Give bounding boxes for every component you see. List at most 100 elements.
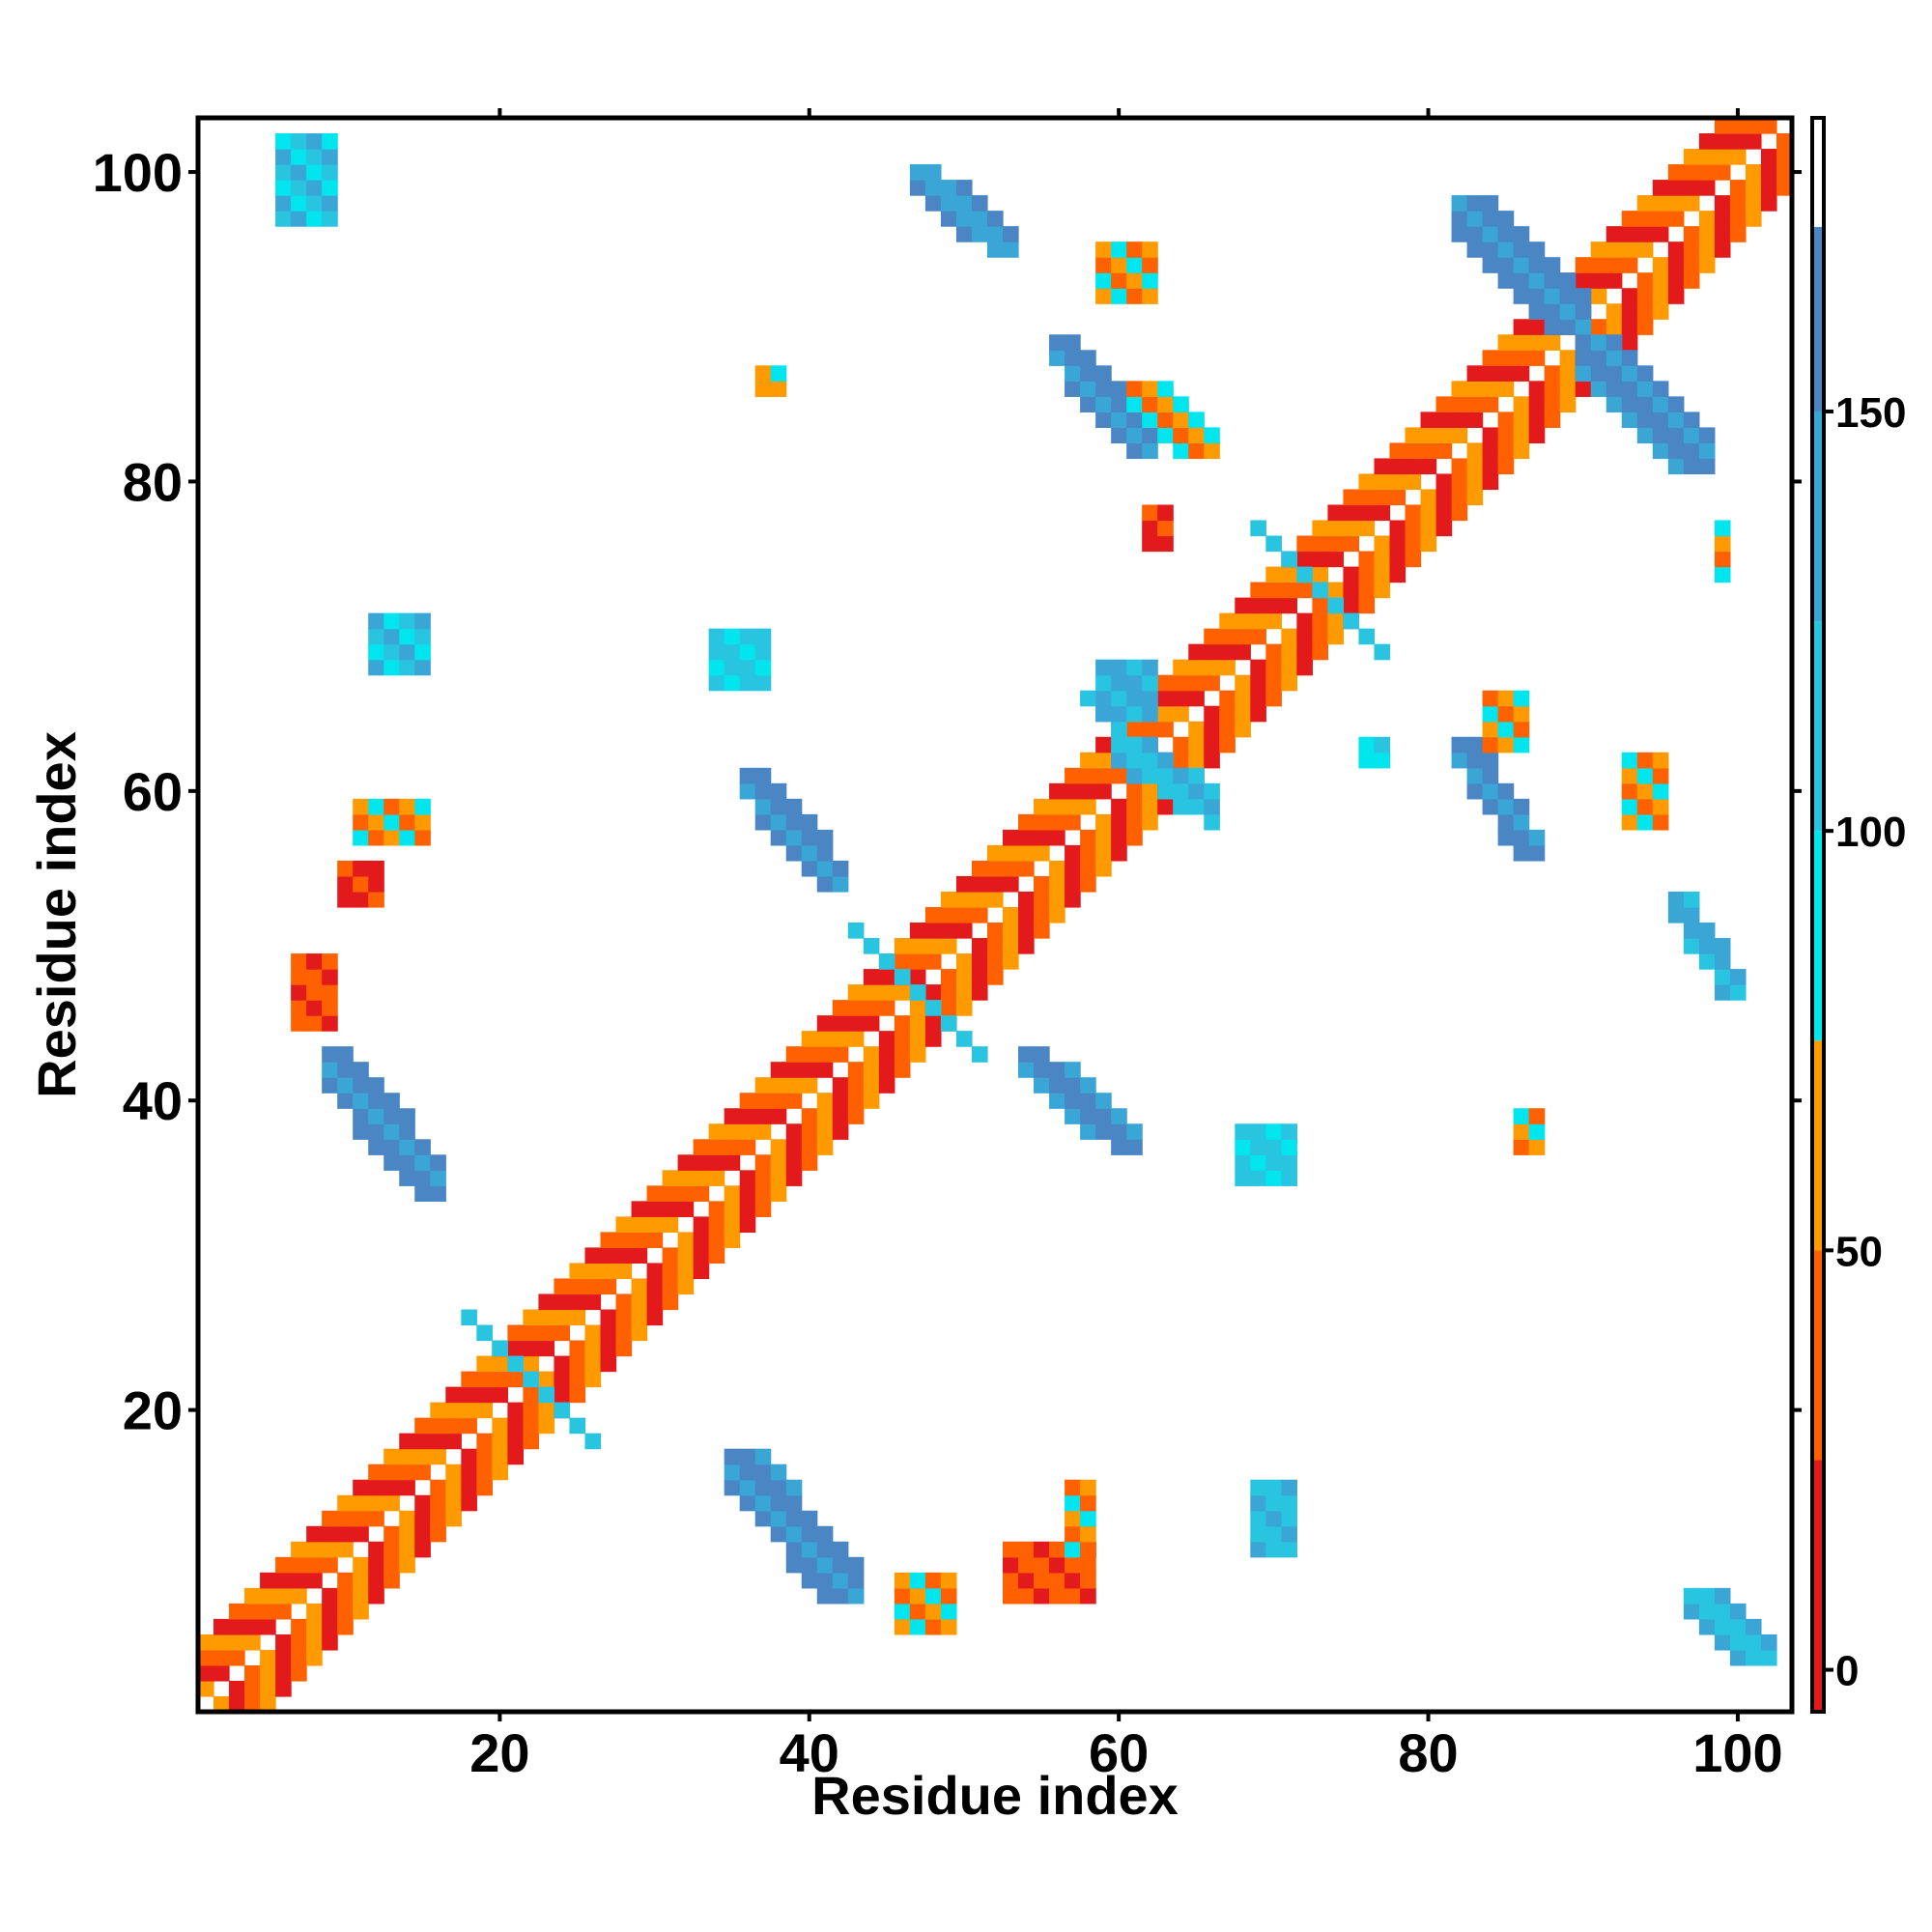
- heatmap-cell: [229, 1649, 245, 1666]
- heatmap-cell: [414, 643, 431, 661]
- heatmap-cell: [1497, 705, 1515, 723]
- heatmap-cell: [693, 1185, 710, 1202]
- heatmap-cell: [322, 1046, 338, 1063]
- heatmap-cell: [1605, 334, 1623, 351]
- heatmap-cell: [538, 1402, 555, 1419]
- heatmap-cell: [1142, 257, 1158, 273]
- heatmap-cell: [724, 674, 741, 692]
- heatmap-cell: [322, 984, 338, 1001]
- heatmap-cell: [353, 1108, 369, 1124]
- heatmap-cell: [708, 643, 725, 661]
- heatmap-cell: [986, 938, 1004, 954]
- heatmap-cell: [445, 1510, 462, 1527]
- heatmap-cell: [569, 1417, 586, 1435]
- heatmap-cell: [1111, 396, 1127, 412]
- heatmap-cell: [1528, 844, 1546, 862]
- heatmap-cell: [399, 798, 415, 815]
- heatmap-cell: [1296, 582, 1313, 599]
- heatmap-cell: [1250, 1479, 1266, 1496]
- heatmap-cell: [677, 1201, 695, 1217]
- heatmap-cell: [971, 891, 988, 908]
- heatmap-cell: [538, 1340, 555, 1357]
- heatmap-cell: [1729, 1649, 1747, 1666]
- heatmap-cell: [1049, 1062, 1065, 1078]
- heatmap-cell: [1482, 798, 1499, 815]
- heatmap-cell: [1157, 782, 1174, 800]
- heatmap-cell: [909, 164, 926, 181]
- heatmap-cell: [1652, 226, 1669, 242]
- heatmap-cell: [384, 1572, 400, 1589]
- heatmap-cell: [1374, 458, 1391, 475]
- heatmap-cell: [1760, 118, 1777, 134]
- heatmap-cell: [924, 1587, 942, 1605]
- heatmap-cell: [1126, 767, 1143, 784]
- heatmap-cell: [1698, 458, 1716, 475]
- heatmap-cell: [1188, 798, 1205, 815]
- heatmap-cell: [1065, 1077, 1081, 1094]
- heatmap-cell: [1343, 582, 1360, 599]
- heatmap-cell: [955, 180, 973, 196]
- heatmap-cell: [1760, 180, 1777, 196]
- heatmap-cell: [1126, 412, 1143, 428]
- heatmap-cell: [322, 1634, 338, 1651]
- heatmap-cell: [1621, 226, 1638, 242]
- heatmap-cell: [662, 1293, 679, 1311]
- heatmap-cell: [801, 829, 818, 846]
- heatmap-cell: [1157, 705, 1174, 723]
- heatmap-cell: [1034, 798, 1050, 815]
- heatmap-cell: [399, 643, 415, 661]
- heatmap-cell: [1296, 535, 1313, 553]
- heatmap-cell: [414, 1448, 431, 1465]
- heatmap-cell: [924, 1603, 942, 1620]
- heatmap-cell: [430, 1433, 446, 1450]
- heatmap-cell: [1343, 489, 1360, 506]
- heatmap-cell: [1065, 782, 1081, 800]
- heatmap-cell: [1698, 1587, 1716, 1605]
- heatmap-cell: [1080, 1077, 1096, 1094]
- heatmap-cell: [1544, 396, 1561, 412]
- heatmap-cell: [1065, 767, 1081, 784]
- heatmap-cell: [1003, 1587, 1019, 1605]
- heatmap-cell: [894, 1015, 911, 1032]
- heatmap-cell: [1482, 195, 1499, 212]
- heatmap-cell: [1698, 1618, 1716, 1635]
- heatmap-cell: [816, 1572, 834, 1589]
- heatmap-cell: [523, 1340, 540, 1357]
- heatmap-cell: [924, 1000, 942, 1016]
- heatmap-cell: [1188, 412, 1205, 428]
- heatmap-cell: [306, 180, 323, 196]
- heatmap-cell: [492, 1371, 508, 1388]
- heatmap-cell: [615, 1263, 633, 1280]
- heatmap-cell: [1513, 242, 1530, 258]
- heatmap-cell: [1714, 1634, 1731, 1651]
- heatmap-cell: [801, 1123, 818, 1140]
- heatmap-cell: [1466, 211, 1484, 227]
- heatmap-cell: [1250, 612, 1266, 630]
- heatmap-cell: [1544, 303, 1561, 320]
- heatmap-cell: [275, 1603, 292, 1620]
- heatmap-cell: [306, 1525, 323, 1543]
- heatmap-cell: [414, 1525, 431, 1543]
- heatmap-cell: [1049, 875, 1065, 893]
- heatmap-cell: [306, 164, 323, 181]
- heatmap-cell: [229, 1695, 245, 1713]
- heatmap-cell: [584, 1355, 602, 1373]
- heatmap-cell: [1204, 782, 1220, 800]
- heatmap-cell: [1636, 195, 1654, 212]
- heatmap-cell: [1142, 767, 1158, 784]
- heatmap-cell: [1173, 674, 1189, 692]
- heatmap-cell: [1714, 938, 1731, 954]
- heatmap-cell: [832, 860, 849, 877]
- heatmap-cell: [708, 659, 725, 676]
- heatmap-cell: [878, 1000, 895, 1016]
- heatmap-cell: [368, 875, 384, 893]
- heatmap-cell: [770, 829, 787, 846]
- heatmap-cell: [1142, 798, 1158, 815]
- heatmap-cell: [1698, 164, 1716, 181]
- heatmap-cell: [1420, 442, 1437, 460]
- heatmap-cell: [414, 813, 431, 831]
- heatmap-cell: [1065, 381, 1081, 397]
- heatmap-cell: [1065, 1062, 1081, 1078]
- heatmap-cell: [1142, 659, 1158, 676]
- heatmap-cell: [1003, 923, 1019, 939]
